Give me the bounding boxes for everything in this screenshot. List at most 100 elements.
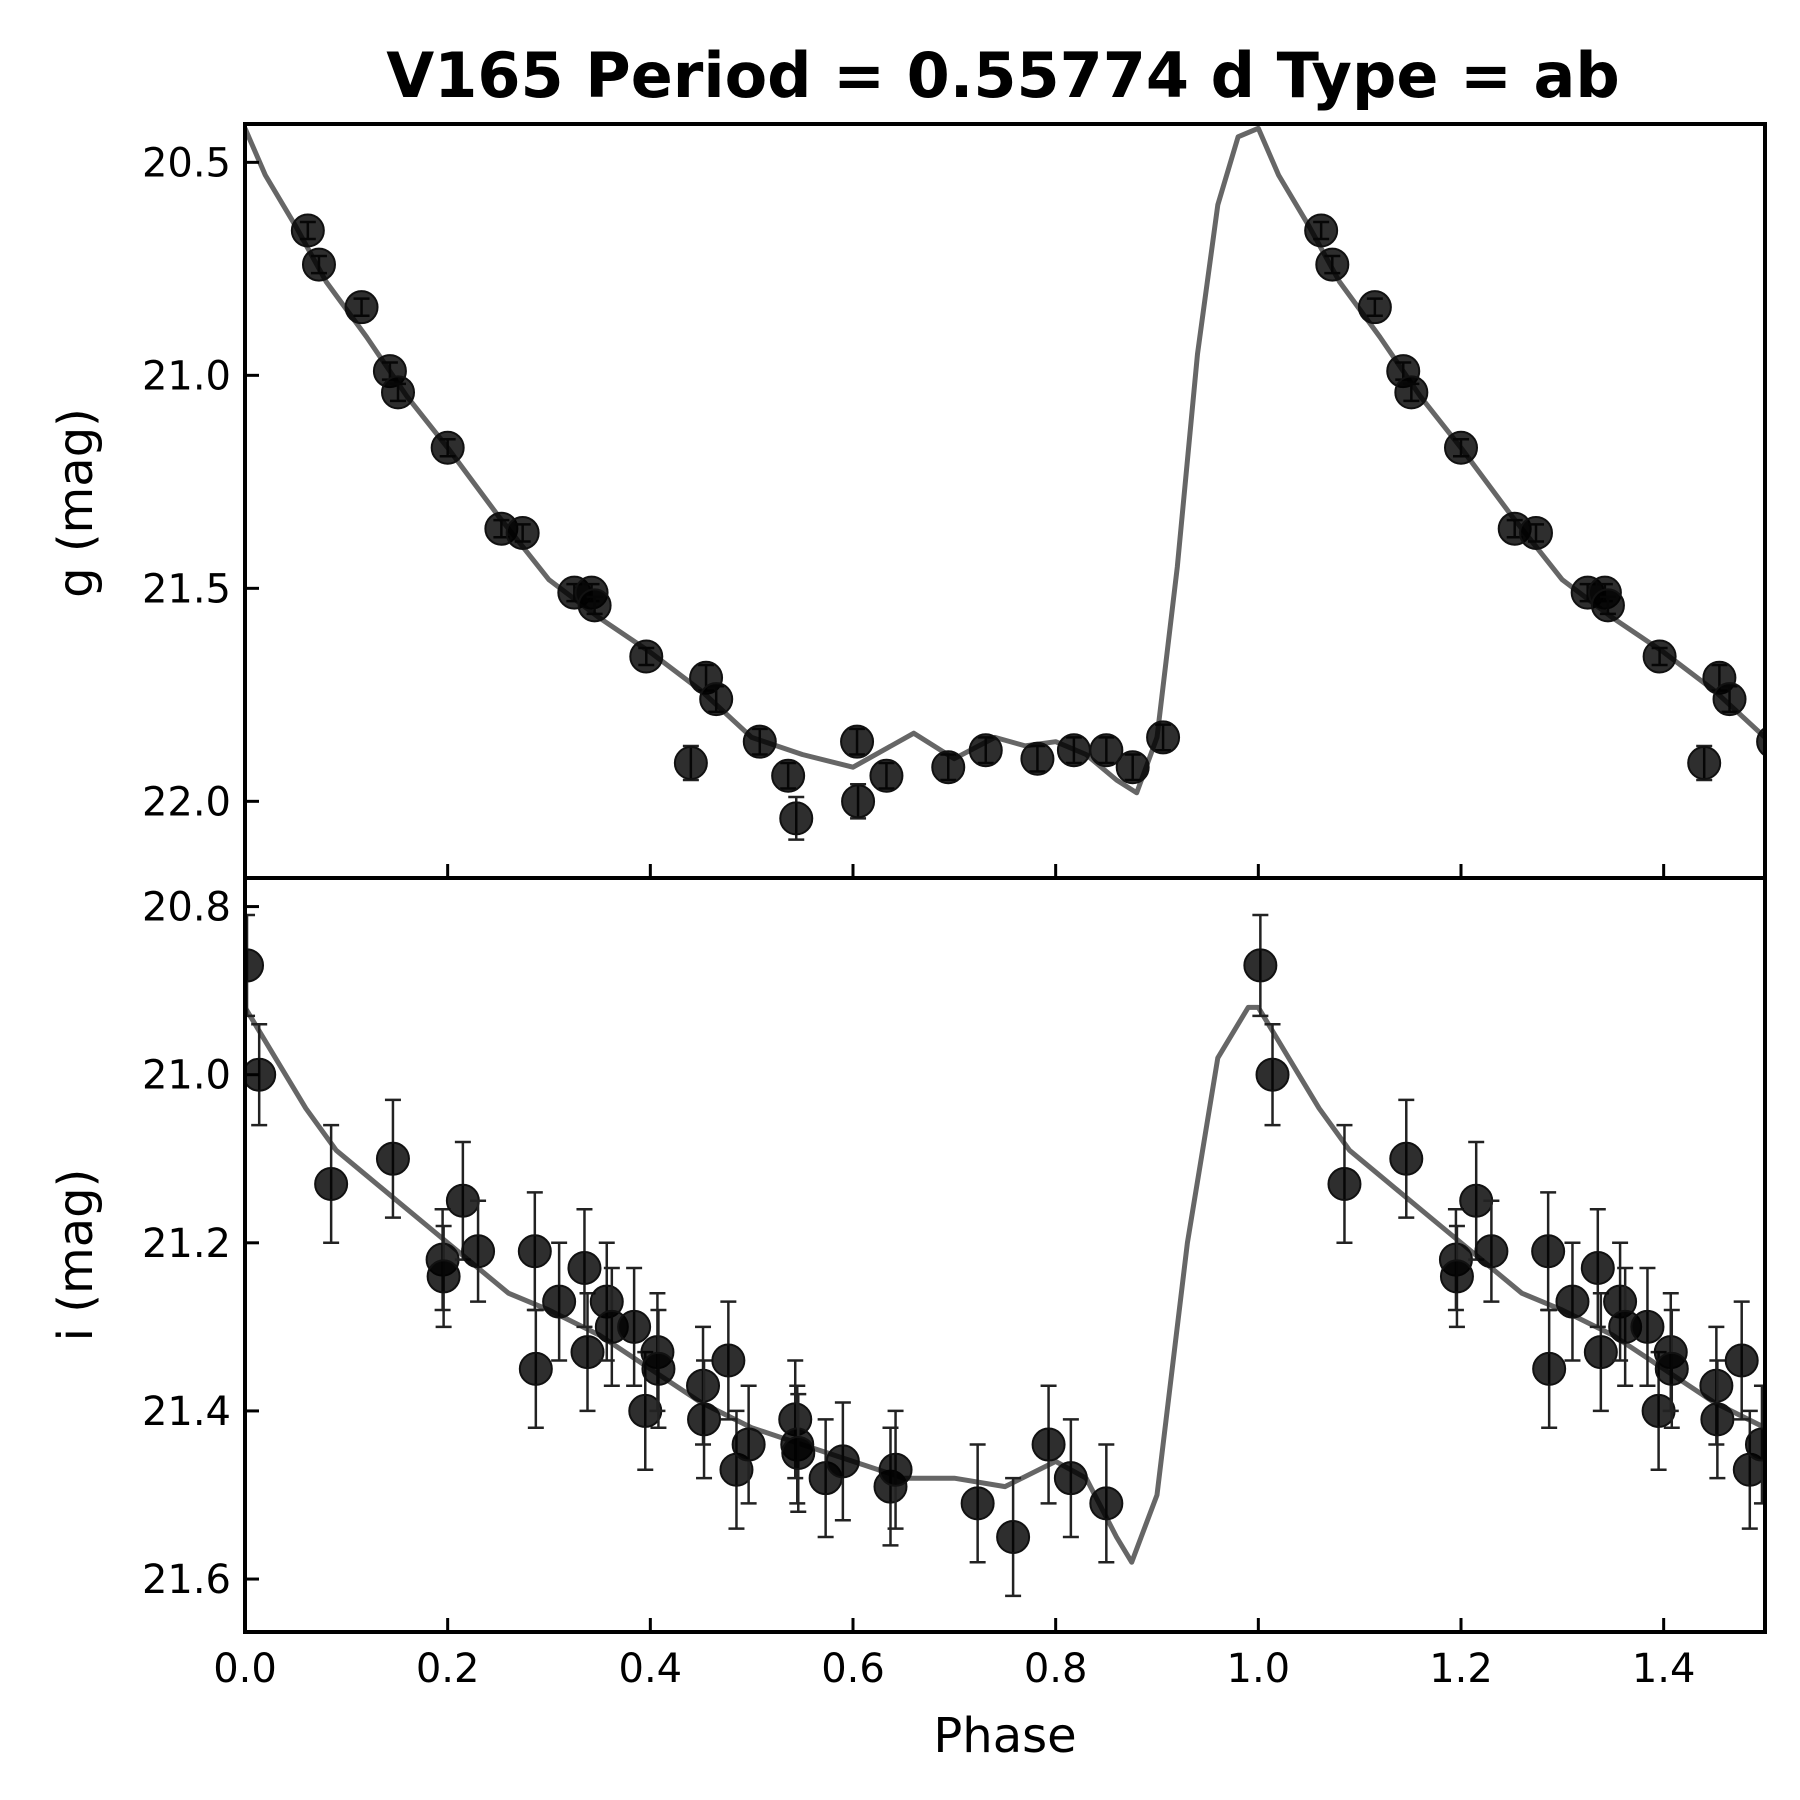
g-data-point (779, 795, 814, 841)
g-data-point (505, 515, 540, 550)
i-data-point-repeat (1580, 1207, 1615, 1329)
g-data-point-repeat (1394, 375, 1429, 410)
i-data-point (825, 1401, 860, 1522)
i-y-tick-label: 21.0 (142, 1053, 231, 1099)
i-data-point (589, 1241, 624, 1362)
g-data-point (629, 639, 664, 674)
g-data-point-repeat (1315, 247, 1350, 282)
i-data-point-repeat (1630, 1266, 1665, 1387)
g-data-point (673, 744, 708, 782)
i-y-axis-ticks: 20.8 21.0 21.2 21.4 21.6 (142, 885, 259, 1603)
g-data-point-repeat (1642, 639, 1677, 674)
i-data-point-repeat (1555, 1241, 1590, 1362)
g-data-point-repeat (1304, 213, 1339, 248)
i-data-point (245, 1023, 277, 1127)
g-data-point (968, 733, 1003, 768)
i-data-point (1053, 1418, 1088, 1539)
g-data-point (742, 724, 777, 759)
i-data-point-repeat (1459, 1140, 1494, 1261)
g-data-point (931, 750, 966, 785)
i-x-tick-label: 1.2 (1429, 1646, 1493, 1692)
i-data-point-repeat (1532, 1308, 1567, 1429)
g-data-point (869, 758, 904, 793)
i-x-tick-label: 1.0 (1227, 1646, 1291, 1692)
i-data-point (641, 1308, 676, 1429)
chart-title: V165 Period = 0.55774 d Type = ab (386, 39, 1619, 112)
i-panel-frame (243, 876, 1767, 1634)
g-data-point (290, 213, 325, 248)
i-data-point (781, 1392, 816, 1514)
i-data-point (518, 1308, 553, 1429)
i-data-point (1031, 1384, 1066, 1505)
i-band-panel: 20.8 21.0 21.2 21.4 21.6 0.0 0.2 0.4 0.6 0.8 1.0 1… (48, 885, 1765, 1764)
i-data-point (687, 1359, 722, 1480)
i-x-tick-label: 1.4 (1632, 1646, 1696, 1692)
i-data-point (245, 913, 265, 1018)
i-data-point-repeat (1732, 1409, 1765, 1530)
g-model-curve (245, 125, 1765, 796)
g-y-axis-ticks: 20.5 21.0 21.5 22.0 (142, 140, 259, 825)
i-x-tick-label: 0.8 (1024, 1646, 1088, 1692)
i-y-tick-label: 21.2 (142, 1221, 231, 1267)
i-data-point (711, 1300, 746, 1421)
i-data-point-repeat (1439, 1224, 1474, 1329)
g-y-axis-label: g (mag) (48, 408, 104, 598)
g-data-point-repeat (1444, 430, 1478, 465)
i-data-point (542, 1241, 577, 1362)
g-data-point (577, 588, 612, 623)
g-data-point (841, 783, 876, 820)
i-data-point-repeat (1654, 1308, 1689, 1429)
i-x-tick-label: 0.0 (213, 1646, 277, 1692)
g-y-tick-label: 21.0 (142, 353, 231, 399)
g-data-point (840, 724, 875, 759)
g-data-point (1115, 750, 1150, 785)
i-data-point (570, 1291, 605, 1413)
i-data-point-repeat (1744, 1384, 1765, 1505)
i-data-point (426, 1224, 461, 1329)
g-data-point-repeat (1712, 682, 1747, 717)
x-axis-label: Phase (933, 1708, 1076, 1764)
i-data-points (245, 913, 1765, 1598)
i-data-point (617, 1266, 652, 1387)
g-data-point (1020, 741, 1055, 776)
g-y-tick-label: 21.5 (142, 566, 231, 612)
i-data-point (517, 1191, 552, 1312)
g-data-point-repeat (1518, 515, 1553, 550)
g-data-point (771, 758, 806, 793)
g-data-point-repeat (1687, 744, 1722, 782)
g-data-point-repeat (1357, 290, 1392, 325)
g-data-point (381, 375, 416, 410)
i-data-point-repeat (1474, 1199, 1509, 1303)
i-x-tick-label: 0.4 (619, 1646, 683, 1692)
i-y-axis-label: i (mag) (48, 1169, 104, 1342)
i-data-point (878, 1409, 913, 1530)
i-y-tick-label: 21.4 (142, 1389, 231, 1435)
g-data-point (1146, 720, 1181, 755)
g-y-tick-label: 22.0 (142, 779, 231, 825)
i-data-point-repeat (1389, 1098, 1424, 1219)
i-data-point-repeat (1700, 1359, 1735, 1480)
g-y-tick-label: 20.5 (142, 140, 231, 186)
g-model-curve-group (245, 125, 1765, 796)
g-data-point (430, 430, 465, 465)
i-data-point-repeat (1243, 913, 1278, 1018)
g-data-point (344, 290, 379, 325)
i-data-point-repeat (1583, 1291, 1618, 1413)
i-x-tick-label: 0.6 (821, 1646, 885, 1692)
g-data-point (699, 682, 734, 717)
i-y-tick-label: 20.8 (142, 885, 231, 931)
g-data-point (1089, 733, 1124, 768)
i-data-point (314, 1123, 349, 1245)
i-data-point (996, 1476, 1031, 1598)
i-data-point (1089, 1443, 1124, 1564)
g-data-points (290, 213, 1765, 841)
i-x-tick-label: 0.2 (416, 1646, 480, 1692)
g-data-point (301, 247, 336, 282)
i-data-point (960, 1443, 995, 1564)
i-data-point (873, 1426, 908, 1547)
i-x-axis-ticks: 0.0 0.2 0.4 0.6 0.8 1.0 1.2 1.4 (213, 1618, 1695, 1692)
i-data-point (375, 1098, 410, 1219)
i-y-tick-label: 21.6 (142, 1557, 231, 1603)
